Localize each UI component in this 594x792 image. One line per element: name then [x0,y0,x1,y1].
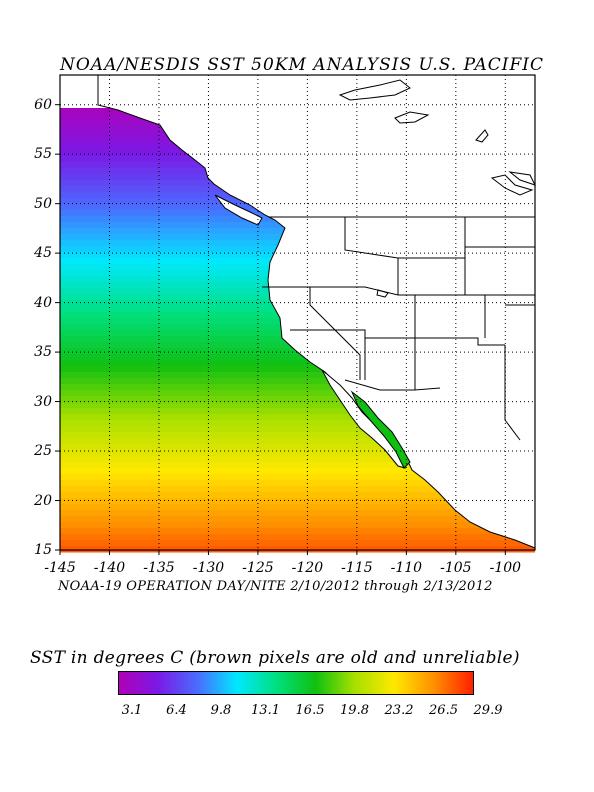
sst-band [60,390,535,397]
latitude-label: 60 [34,96,52,113]
latitude-label: 15 [34,542,52,558]
longitude-label: -110 [390,560,423,576]
sst-band [60,534,535,541]
sst-band [60,354,535,361]
sst-band [60,450,535,457]
color-scale-label: 3.1 [121,703,143,718]
color-scale-label: 29.9 [473,703,503,718]
color-scale-label: 9.8 [210,703,232,718]
sst-band [60,444,535,451]
sst-band [60,438,535,445]
state-borders [262,79,536,441]
sst-band [60,510,535,517]
sst-band [60,426,535,433]
latitude-label: 55 [34,146,52,163]
sst-band [60,408,535,415]
color-scale-label: 23.2 [384,703,414,718]
color-scale-label: 13.1 [251,703,280,718]
sst-band [60,474,535,481]
longitude-label: -105 [440,560,472,576]
longitude-label: -125 [242,560,274,576]
sst-band [60,462,535,469]
sst-band [60,456,535,463]
longitude-label: -130 [192,560,225,576]
gulf-of-california [350,390,411,469]
sst-band [60,432,535,439]
color-scale-label: 26.5 [429,703,458,718]
baja-california [321,369,406,469]
sst-band [60,360,535,367]
map-subtitle: NOAA-19 OPERATION DAY/NITE 2/10/2012 thr… [58,579,493,594]
color-scale-label: 19.8 [340,703,369,718]
latitude-label: 40 [34,294,52,311]
latitude-label: 20 [34,492,52,509]
sst-band [60,480,535,487]
sst-band [60,516,535,523]
latitude-label: 45 [34,245,52,262]
longitude-label: -120 [291,560,324,576]
latitude-label: 35 [34,344,52,361]
latitude-label: 25 [34,443,52,460]
longitude-label: -145 [44,560,76,576]
map-title: NOAA/NESDIS SST 50KM ANALYSIS U.S. PACIF… [60,55,544,75]
sst-band [60,372,535,379]
sst-band [60,468,535,475]
sst-band [60,384,535,391]
sst-band [60,414,535,421]
color-scale-label: 6.4 [166,703,187,718]
longitude-label: -115 [341,560,373,576]
longitude-label: -100 [489,560,522,576]
latitude-label: 30 [34,393,52,410]
sst-band [60,402,535,409]
color-scale-label: 16.5 [295,703,325,718]
longitude-label: -135 [143,560,175,576]
sst-band [60,486,535,493]
legend-title: SST in degrees C (brown pixels are old a… [30,648,520,668]
map-frame [59,74,536,551]
sst-band [60,528,535,535]
axis-ticks [55,104,506,555]
longitude-label: -140 [93,560,126,576]
sst-band [60,522,535,529]
sst-band [60,540,535,547]
sst-band [60,378,535,385]
sst-band [60,504,535,511]
sst-map [55,74,536,555]
color-scale-bar [118,671,474,695]
sst-band [60,366,535,373]
sst-band [60,420,535,427]
sst-band [60,396,535,403]
vancouver-island [214,194,263,226]
sst-band [60,546,535,553]
latitude-label: 50 [34,195,52,212]
sst-band [60,498,535,505]
sst-band [60,492,535,499]
